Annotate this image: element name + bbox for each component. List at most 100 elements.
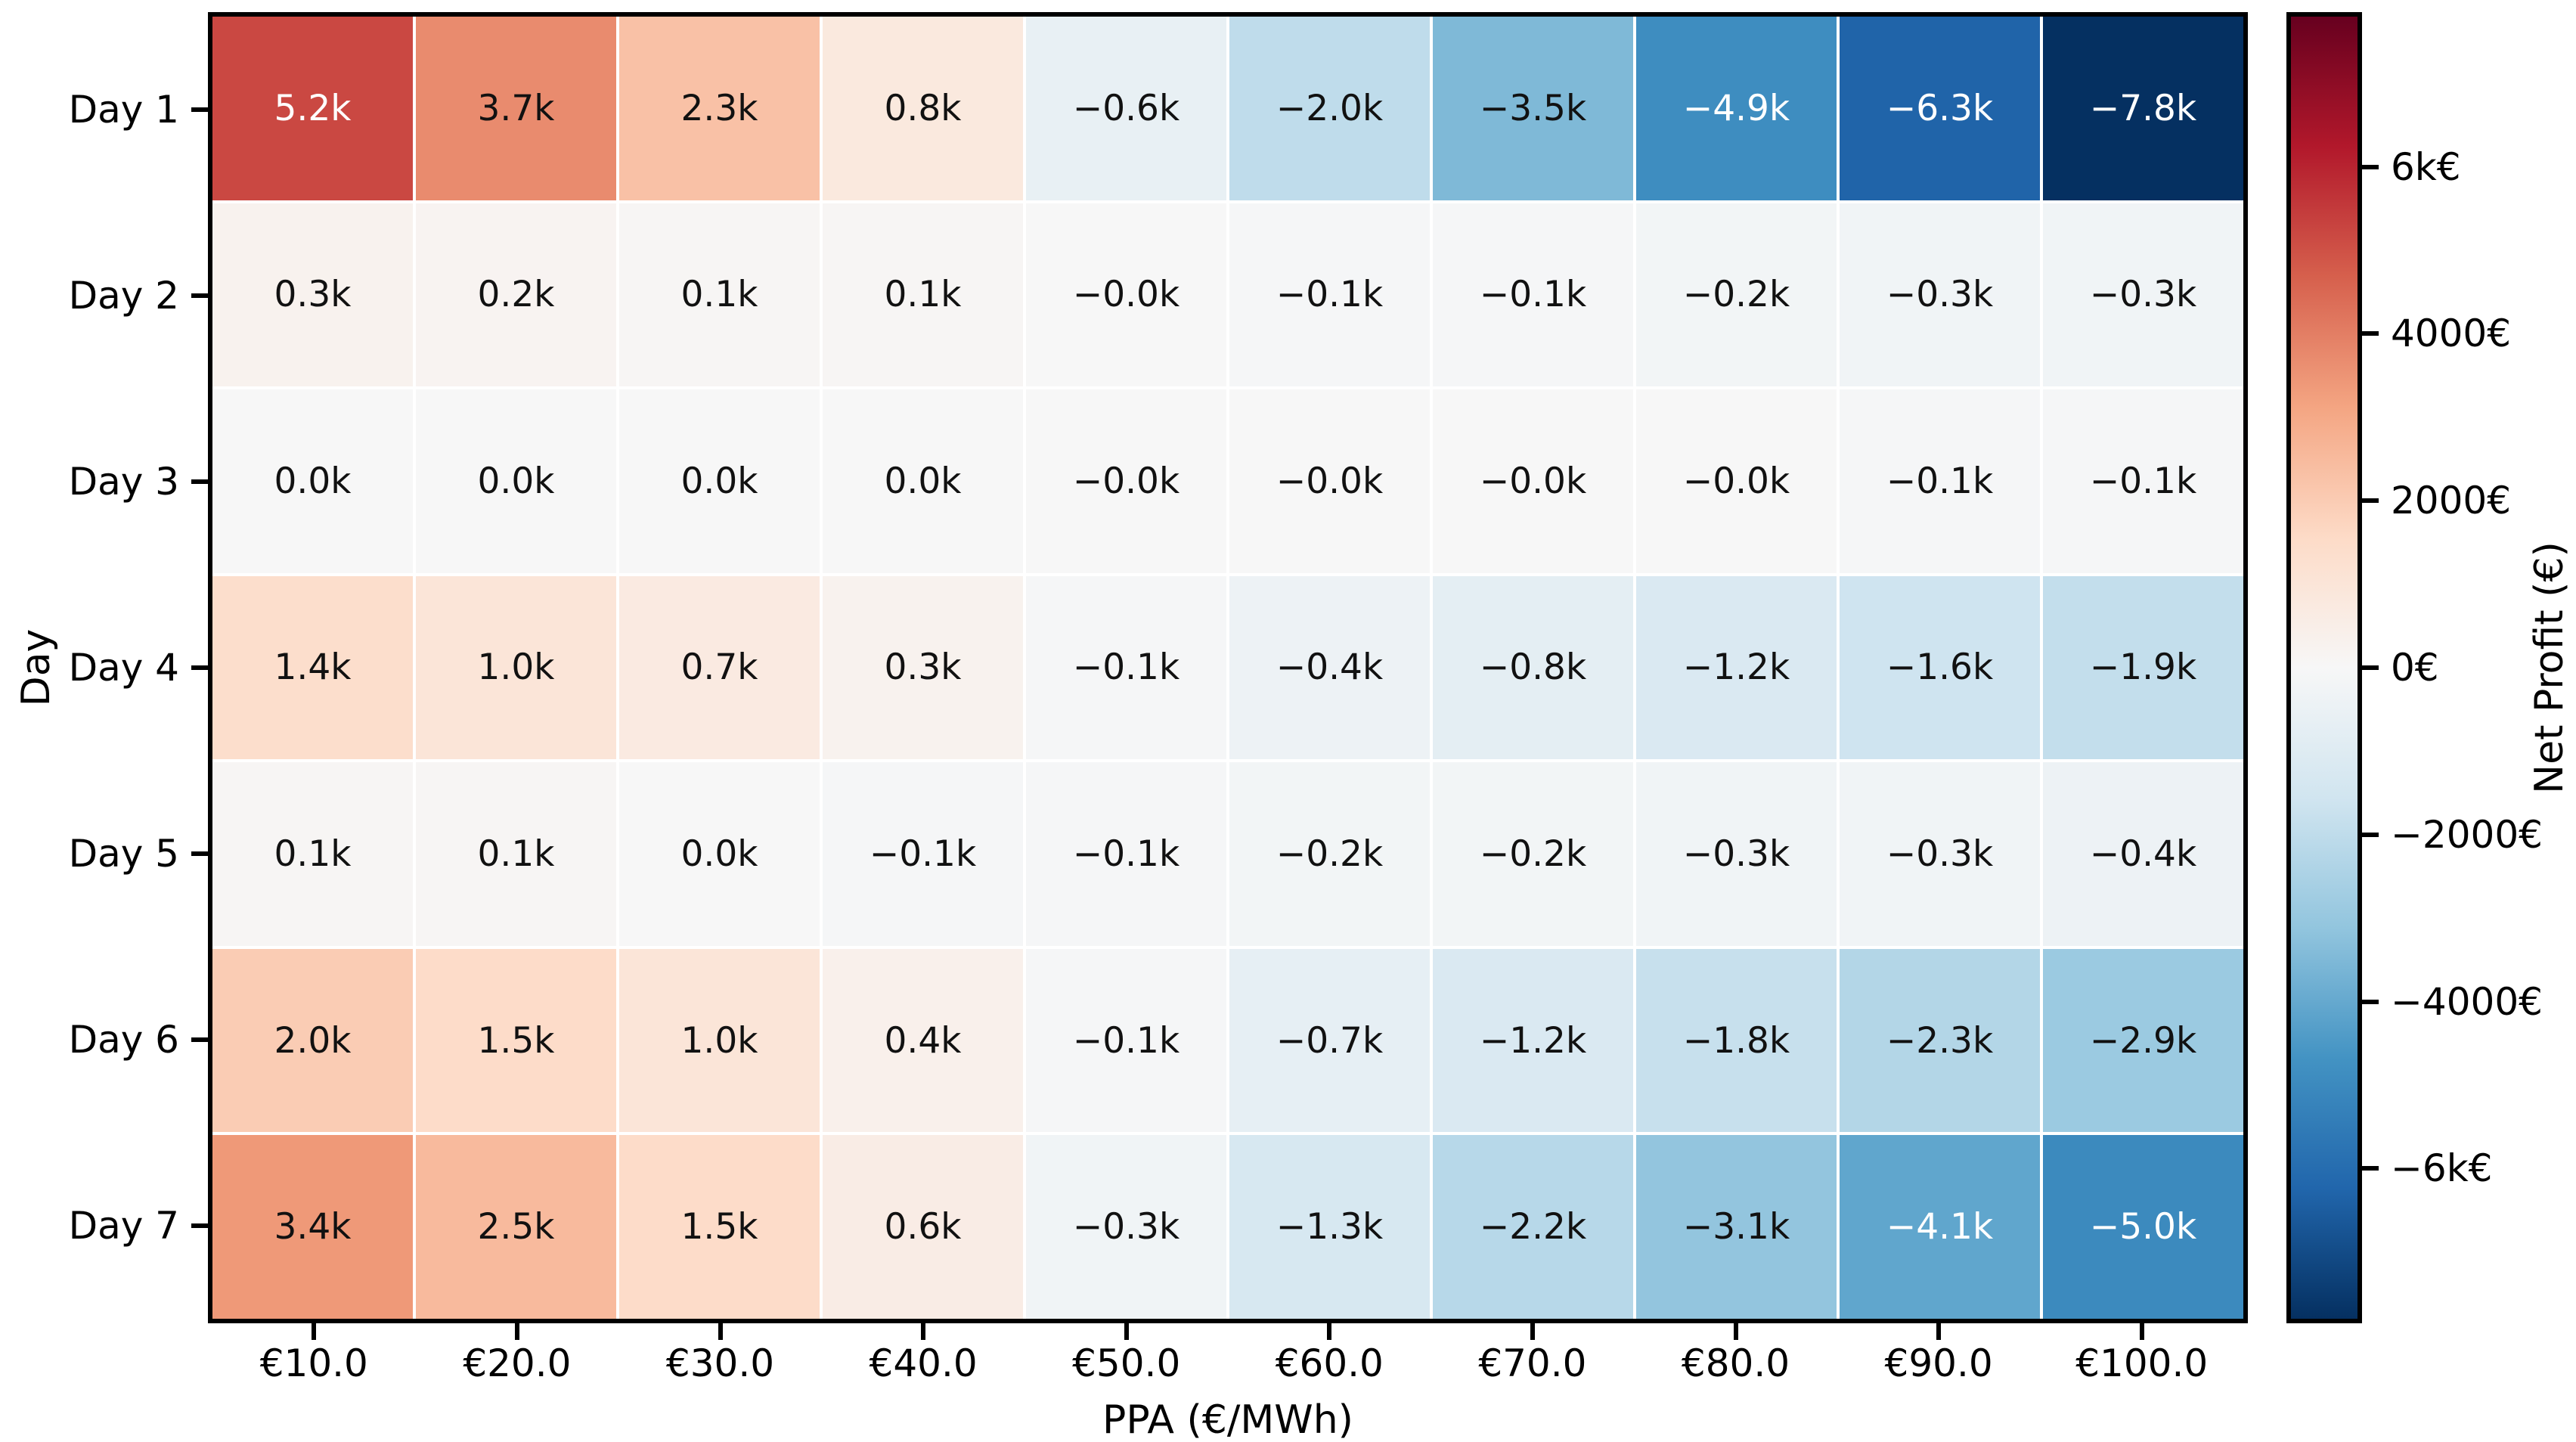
heatmap-cell: −0.3k <box>1026 1135 1226 1319</box>
heatmap-cell: 1.5k <box>619 1135 820 1319</box>
heatmap-cell: 3.7k <box>416 17 616 200</box>
heatmap-cell: 0.0k <box>823 389 1023 573</box>
heatmap-cell: −0.0k <box>1229 389 1430 573</box>
heatmap-grid: 5.2k 3.7k 2.3k 0.8k −0.6k −2.0k −3.5k −4.9k −6.3… <box>212 17 2243 1319</box>
x-tick-mark <box>921 1323 926 1340</box>
heatmap-cell: −0.3k <box>1636 762 1837 946</box>
x-tick-label: €80.0 <box>1681 1341 1790 1385</box>
colorbar-tick-label: 2000€ <box>2391 479 2512 523</box>
heatmap-cell: 0.1k <box>416 762 616 946</box>
heatmap-cell: −0.0k <box>1636 389 1837 573</box>
heatmap-cell: −0.0k <box>1026 203 1226 387</box>
heatmap-cell: −2.9k <box>2043 948 2243 1133</box>
heatmap-cell: 0.3k <box>212 203 413 387</box>
heatmap-cell: −0.1k <box>1026 762 1226 946</box>
x-tick-mark <box>312 1323 317 1340</box>
colorbar <box>2286 12 2362 1323</box>
heatmap-cell: −0.8k <box>1433 575 1633 760</box>
x-tick-mark <box>1124 1323 1129 1340</box>
y-tick-label: Day 3 <box>68 460 179 504</box>
heatmap-cell: −0.1k <box>1840 389 2040 573</box>
heatmap-cell: 0.1k <box>212 762 413 946</box>
colorbar-label: Net Profit (€) <box>2527 541 2572 794</box>
heatmap-cell: −0.6k <box>1026 17 1226 200</box>
heatmap-cell: −0.1k <box>2043 389 2243 573</box>
y-tick-label: Day 4 <box>68 646 179 690</box>
heatmap-cell: −6.3k <box>1840 17 2040 200</box>
x-tick-label: €10.0 <box>259 1341 368 1385</box>
heatmap-cell: −0.4k <box>2043 762 2243 946</box>
heatmap-cell: 0.1k <box>823 203 1023 387</box>
x-tick-label: €50.0 <box>1072 1341 1181 1385</box>
heatmap-cell: −1.3k <box>1229 1135 1430 1319</box>
colorbar-tick-mark <box>2362 498 2379 504</box>
heatmap-cell: 5.2k <box>212 17 413 200</box>
x-tick-label: €30.0 <box>665 1341 775 1385</box>
heatmap-cell: 0.1k <box>619 203 820 387</box>
y-tick-label: Day 7 <box>68 1204 179 1248</box>
colorbar-tick-mark <box>2362 331 2379 336</box>
colorbar-tick-label: 6k€ <box>2391 144 2461 189</box>
heatmap-cell: −4.9k <box>1636 17 1837 200</box>
heatmap-cell: −0.1k <box>823 762 1023 946</box>
heatmap-cell: −1.6k <box>1840 575 2040 760</box>
y-tick-label: Day 2 <box>68 274 179 318</box>
x-tick-mark <box>1936 1323 1942 1340</box>
heatmap-cell: −7.8k <box>2043 17 2243 200</box>
colorbar-tick-label: −6k€ <box>2391 1146 2493 1191</box>
heatmap-cell: −2.2k <box>1433 1135 1633 1319</box>
x-tick-label: €40.0 <box>869 1341 978 1385</box>
heatmap-cell: −0.3k <box>1840 203 2040 387</box>
heatmap-cell: −4.1k <box>1840 1135 2040 1319</box>
heatmap-cell: 2.3k <box>619 17 820 200</box>
heatmap-cell: 3.4k <box>212 1135 413 1319</box>
heatmap-cell: 0.4k <box>823 948 1023 1133</box>
x-tick-label: €100.0 <box>2075 1341 2209 1385</box>
x-tick-mark <box>718 1323 723 1340</box>
heatmap-cell: 0.6k <box>823 1135 1023 1319</box>
heatmap-cell: −0.7k <box>1229 948 1430 1133</box>
heatmap-cell: 0.3k <box>823 575 1023 760</box>
heatmap-cell: −0.2k <box>1636 203 1837 387</box>
heatmap-cell: −0.2k <box>1229 762 1430 946</box>
x-tick-mark <box>514 1323 519 1340</box>
y-tick-mark <box>191 479 208 484</box>
heatmap-cell: 0.2k <box>416 203 616 387</box>
heatmap-cell: 2.5k <box>416 1135 616 1319</box>
heatmap-cell: −0.1k <box>1229 203 1430 387</box>
x-tick-mark <box>1733 1323 1738 1340</box>
heatmap-cell: −1.9k <box>2043 575 2243 760</box>
x-tick-mark <box>2139 1323 2144 1340</box>
heatmap-cell: 1.0k <box>619 948 820 1133</box>
heatmap-cell: −0.1k <box>1026 575 1226 760</box>
x-axis-label: PPA (€/MWh) <box>1102 1397 1353 1442</box>
heatmap-cell: −2.3k <box>1840 948 2040 1133</box>
heatmap-cell: −5.0k <box>2043 1135 2243 1319</box>
heatmap-cell: −0.3k <box>2043 203 2243 387</box>
heatmap-cell: −3.5k <box>1433 17 1633 200</box>
heatmap-cell: −0.0k <box>1026 389 1226 573</box>
heatmap-cell: 0.0k <box>619 762 820 946</box>
x-tick-mark <box>1327 1323 1332 1340</box>
x-tick-label: €70.0 <box>1478 1341 1587 1385</box>
heatmap-cell: 2.0k <box>212 948 413 1133</box>
y-tick-label: Day 1 <box>68 88 179 132</box>
heatmap-cell: 0.7k <box>619 575 820 760</box>
x-tick-label: €90.0 <box>1884 1341 1993 1385</box>
y-tick-mark <box>191 107 208 112</box>
heatmap-cell: −2.0k <box>1229 17 1430 200</box>
heatmap-cell: −1.8k <box>1636 948 1837 1133</box>
heatmap-cell: 1.4k <box>212 575 413 760</box>
colorbar-tick-mark <box>2362 999 2379 1004</box>
heatmap-cell: −0.1k <box>1433 203 1633 387</box>
heatmap-cell: 0.0k <box>619 389 820 573</box>
colorbar-tick-mark <box>2362 164 2379 169</box>
colorbar-tick-mark <box>2362 1166 2379 1171</box>
heatmap-cell: 1.5k <box>416 948 616 1133</box>
heatmap-cell: 1.0k <box>416 575 616 760</box>
colorbar-tick-mark <box>2362 832 2379 837</box>
colorbar-tick-label: −2000€ <box>2391 812 2543 857</box>
y-tick-mark <box>191 851 208 856</box>
heatmap-plot-area: 5.2k 3.7k 2.3k 0.8k −0.6k −2.0k −3.5k −4.9k −6.3… <box>208 12 2248 1323</box>
